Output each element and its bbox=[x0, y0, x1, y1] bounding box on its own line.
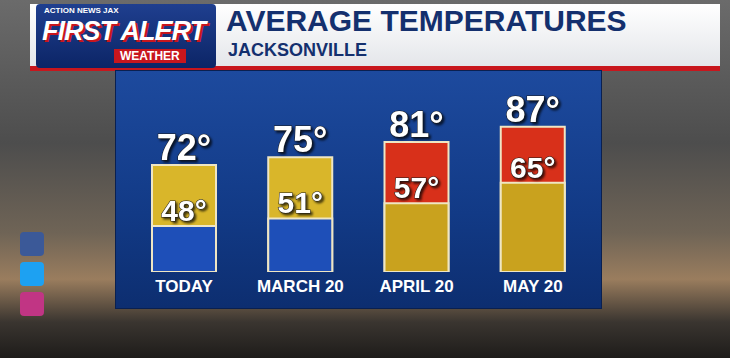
svg-text:TODAY: TODAY bbox=[155, 277, 213, 296]
svg-text:48°: 48° bbox=[161, 194, 206, 227]
html-text:WEATHER: WEATHER bbox=[120, 49, 180, 63]
html-text:AVERAGE TEMPERATURES: AVERAGE TEMPERATURES bbox=[226, 4, 627, 37]
svg-text:75°: 75° bbox=[273, 119, 327, 160]
html-text:ACTION NEWS JAX: ACTION NEWS JAX bbox=[44, 6, 119, 15]
svg-text:87°: 87° bbox=[506, 89, 560, 130]
svg-text:72°: 72° bbox=[157, 127, 211, 168]
svg-text:MARCH 20: MARCH 20 bbox=[257, 277, 344, 296]
svg-text:MAY 20: MAY 20 bbox=[503, 277, 563, 296]
svg-text:81°: 81° bbox=[389, 104, 443, 145]
svg-text:65°: 65° bbox=[510, 151, 555, 184]
svg-text:APRIL 20: APRIL 20 bbox=[379, 277, 453, 296]
svg-text:51°: 51° bbox=[278, 186, 323, 219]
html-text:FIRST ALERT: FIRST ALERT bbox=[42, 16, 205, 46]
svg-text:57°: 57° bbox=[394, 171, 439, 204]
html-text:JACKSONVILLE: JACKSONVILLE bbox=[228, 40, 367, 60]
